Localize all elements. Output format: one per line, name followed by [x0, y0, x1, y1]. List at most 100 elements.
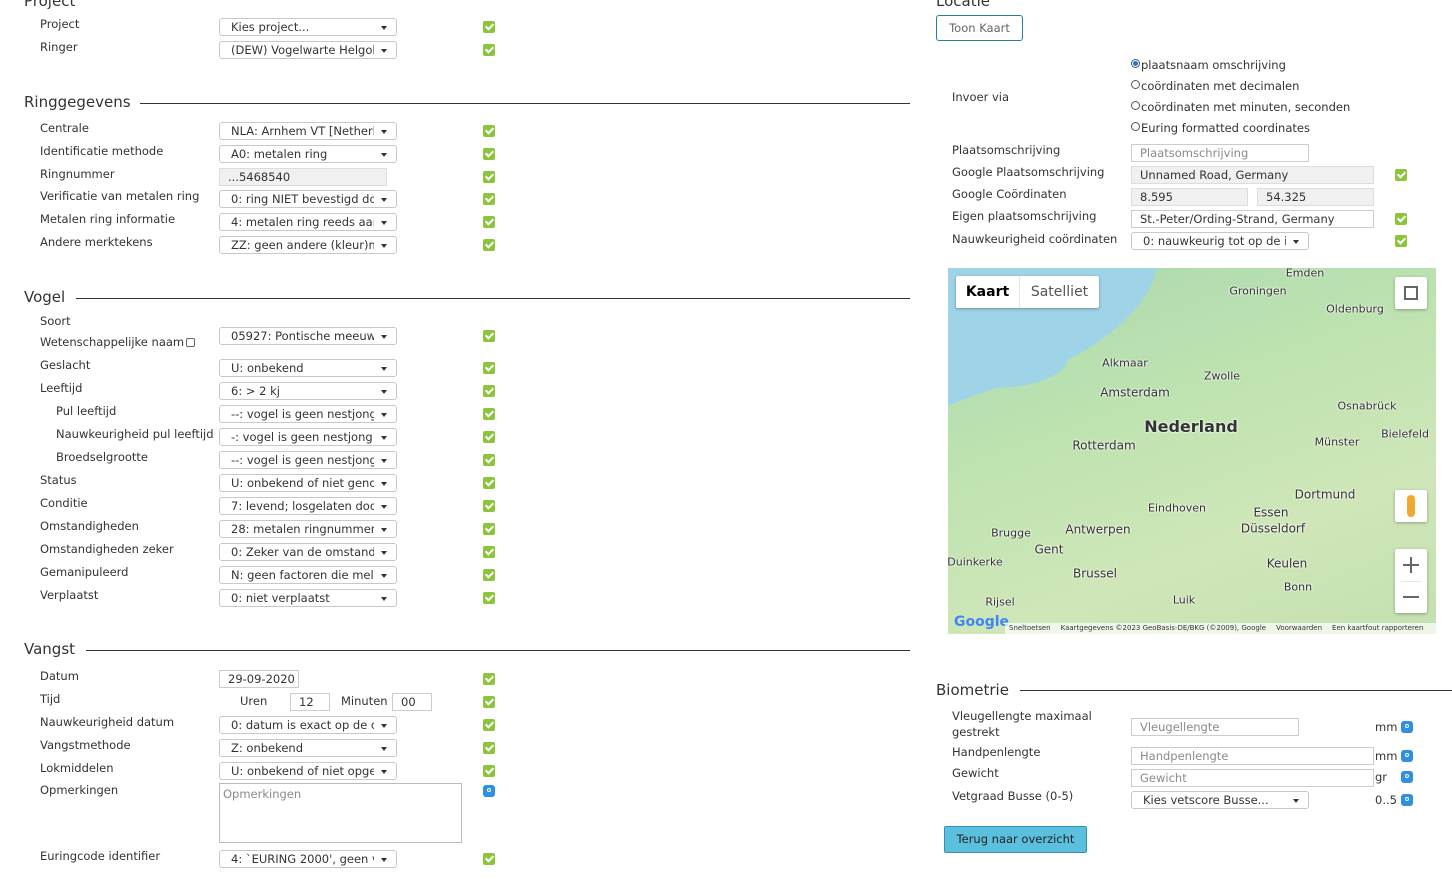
- checkbox[interactable]: [186, 338, 195, 347]
- select-box[interactable]: (DEW) Vogelwarte Helgol: [219, 41, 397, 59]
- text-input[interactable]: 54.325: [1257, 188, 1374, 206]
- select-box[interactable]: 0: nauwkeurig tot op de i: [1131, 232, 1309, 250]
- caret: [1293, 240, 1299, 244]
- text-input[interactable]: 8.595: [1131, 188, 1248, 206]
- button[interactable]: Toon Kaart: [936, 15, 1023, 41]
- zoom-divider: [1401, 581, 1421, 582]
- help-icon[interactable]: [1401, 771, 1413, 783]
- select-box[interactable]: 0: niet verplaatst: [219, 589, 397, 607]
- select-value: 0: Zeker van de omstand: [231, 545, 374, 559]
- caret: [381, 49, 387, 53]
- text-input[interactable]: 29-09-2020: [219, 670, 299, 688]
- select-box[interactable]: 28: metalen ringnummer: [219, 520, 397, 538]
- zoom-in[interactable]: [1410, 557, 1412, 573]
- text-input[interactable]: Handpenlengte: [1131, 747, 1374, 765]
- text-input[interactable]: Gewicht: [1131, 769, 1374, 787]
- select-box[interactable]: U: onbekend of niet opge: [219, 762, 397, 780]
- radio[interactable]: [1131, 80, 1140, 89]
- select-value: 28: metalen ringnummer: [231, 522, 374, 536]
- pegman-figure: [1407, 495, 1415, 517]
- caret: [381, 528, 387, 532]
- map-tab[interactable]: Kaart: [965, 284, 1010, 300]
- select-box[interactable]: ZZ: geen andere (kleur)m: [219, 236, 397, 254]
- select-box[interactable]: 6: > 2 kj: [219, 382, 397, 400]
- caret: [381, 551, 387, 555]
- select-box[interactable]: -: vogel is geen nestjong: [219, 428, 397, 446]
- text-input[interactable]: Unnamed Road, Germany: [1131, 166, 1374, 184]
- map-label: Bonn: [1283, 580, 1313, 594]
- map-footer-link[interactable]: Sneltoetsen: [1009, 624, 1051, 632]
- zoom-out[interactable]: [1403, 596, 1419, 598]
- select-box[interactable]: NLA: Arnhem VT [Netherl: [219, 122, 397, 140]
- select-box[interactable]: U: onbekend: [219, 359, 397, 377]
- time-label: Uren: [240, 694, 268, 708]
- field-label: Andere merktekens: [40, 235, 153, 249]
- select-box[interactable]: 0: Zeker van de omstand: [219, 543, 397, 561]
- select-box[interactable]: --: vogel is geen nestjong: [219, 405, 397, 423]
- caret: [381, 574, 387, 578]
- radio[interactable]: [1131, 59, 1140, 68]
- map-footer-link[interactable]: Kaartgegevens ©2023 GeoBasis-DE/BKG (©20…: [1060, 624, 1267, 632]
- caret: [381, 436, 387, 440]
- check-icon: [483, 362, 495, 374]
- select-box[interactable]: Kies project...: [219, 18, 397, 36]
- section-heading: Locatie: [936, 0, 990, 10]
- text-input[interactable]: Vleugellengte: [1131, 718, 1299, 736]
- caret: [381, 130, 387, 134]
- radio[interactable]: [1131, 122, 1140, 131]
- select-box[interactable]: --: vogel is geen nestjong: [219, 451, 397, 469]
- button[interactable]: Terug naar overzicht: [944, 826, 1087, 853]
- check-icon: [483, 330, 495, 342]
- help-icon[interactable]: [1401, 794, 1413, 806]
- radio[interactable]: [1131, 101, 1140, 110]
- check-icon: [483, 523, 495, 535]
- caret: [381, 770, 387, 774]
- select-box[interactable]: A0: metalen ring: [219, 145, 397, 163]
- select-value: 4: `EURING 2000', geen v: [231, 852, 374, 866]
- field-label: Nauwkeurigheid coördinaten: [952, 232, 1118, 246]
- select-value: -: vogel is geen nestjong: [231, 430, 373, 444]
- help-icon[interactable]: [1401, 721, 1413, 733]
- select-box[interactable]: N: geen factoren die mel: [219, 566, 397, 584]
- text-input[interactable]: 12: [290, 693, 330, 711]
- select-box[interactable]: U: onbekend of niet geno: [219, 474, 397, 492]
- caret: [381, 221, 387, 225]
- text-input[interactable]: 00: [392, 693, 432, 711]
- text-input[interactable]: St.-Peter/Ording-Strand, Germany: [1131, 210, 1374, 228]
- map-logo: Google: [954, 614, 1010, 630]
- fullscreen-button[interactable]: [1395, 277, 1427, 309]
- map-footer-link[interactable]: Een kaartfout rapporteren: [1332, 624, 1424, 632]
- check-icon: [483, 853, 495, 865]
- select-box[interactable]: 7: levend; losgelaten doo: [219, 497, 397, 515]
- select-box[interactable]: 0: ring NIET bevestigd dc: [219, 190, 397, 208]
- map-label: Oldenburg: [1326, 302, 1384, 316]
- check-icon: [483, 477, 495, 489]
- caret: [381, 858, 387, 862]
- map-label: Luik: [1172, 593, 1196, 607]
- check-icon: [483, 719, 495, 731]
- select-value: N: geen factoren die mel: [231, 568, 374, 582]
- select-box[interactable]: 05927: Pontische meeuw: [219, 327, 397, 345]
- select-box[interactable]: 4: `EURING 2000', geen v: [219, 850, 397, 868]
- map-label: Eindhoven: [1148, 501, 1206, 515]
- text-input[interactable]: Plaatsomschrijving: [1131, 144, 1309, 162]
- map-footer-link[interactable]: Voorwaarden: [1276, 624, 1323, 632]
- select-box[interactable]: Kies vetscore Busse...: [1131, 791, 1309, 809]
- check-icon: [483, 454, 495, 466]
- select-box[interactable]: 0: datum is exact op de c: [219, 716, 397, 734]
- map-label: Essen: [1253, 505, 1289, 520]
- field-label: Identificatie methode: [40, 144, 164, 158]
- select-value: 0: datum is exact op de c: [231, 718, 374, 732]
- map-label: Rijsel: [985, 595, 1015, 609]
- textarea[interactable]: Opmerkingen: [219, 783, 462, 843]
- select-value: --: vogel is geen nestjong: [231, 407, 374, 421]
- check-icon: [483, 742, 495, 754]
- map-label: Emden: [1285, 268, 1325, 280]
- text-input[interactable]: ...5468540: [219, 168, 387, 186]
- help-icon[interactable]: [1401, 750, 1413, 762]
- field-label: Wetenschappelijke naam: [40, 335, 185, 349]
- help-icon[interactable]: [483, 785, 495, 797]
- map-tab[interactable]: Satelliet: [1019, 276, 1099, 308]
- select-box[interactable]: 4: metalen ring reeds aar: [219, 213, 397, 231]
- select-box[interactable]: Z: onbekend: [219, 739, 397, 757]
